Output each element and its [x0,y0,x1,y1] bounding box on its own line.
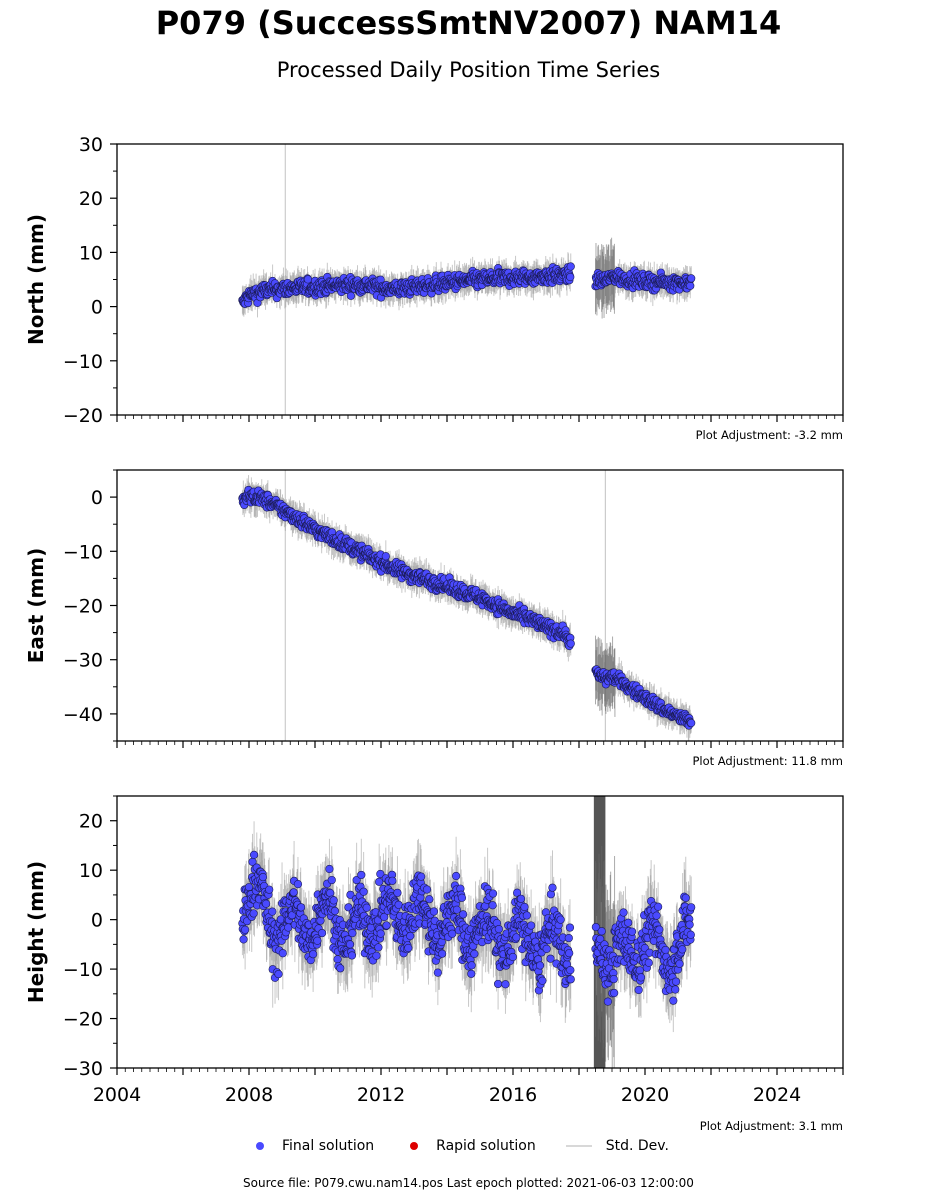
final-solution-point [268,907,277,916]
final-solution-point [265,885,274,894]
y-tick-label: −40 [63,704,103,726]
final-solution-point [244,883,254,892]
final-solution-point [239,935,248,944]
plot-adjustment-note: Plot Adjustment: -3.2 mm [696,428,843,442]
y-axis-label: North (mm) [24,214,48,345]
final-solution-point [262,899,271,908]
chart-subtitle: Processed Daily Position Time Series [276,58,661,82]
final-solution-point [249,850,259,859]
y-tick-label: −10 [63,541,103,563]
y-tick-label: 20 [79,188,103,210]
y-tick-label: −20 [63,596,103,618]
y-tick-label: 30 [79,134,103,156]
final-solution-point [258,872,268,882]
y-tick-label: −10 [63,351,103,373]
y-axis-label: East (mm) [24,548,48,664]
final-solution-point [566,262,575,271]
final-solution-point [303,275,313,284]
plot-adjustment-note: Plot Adjustment: 11.8 mm [692,754,843,768]
final-solution-point [241,925,250,934]
final-solution-point [566,272,575,282]
y-tick-label: 10 [79,242,103,264]
y-tick-label: −20 [63,405,103,427]
final-solution-point [249,909,258,918]
y-tick-label: 0 [91,487,103,509]
final-solution-point [687,274,696,283]
y-tick-label: 0 [91,297,103,319]
y-tick-label: −30 [63,650,103,672]
final-solution-point [346,291,356,300]
final-solution-point [566,639,575,648]
chart-title: P079 (SuccessSmtNV2007) NAM14 [155,4,782,42]
final-solution-point [381,552,390,561]
final-solution-point [687,718,696,728]
final-solution-point [686,281,695,290]
